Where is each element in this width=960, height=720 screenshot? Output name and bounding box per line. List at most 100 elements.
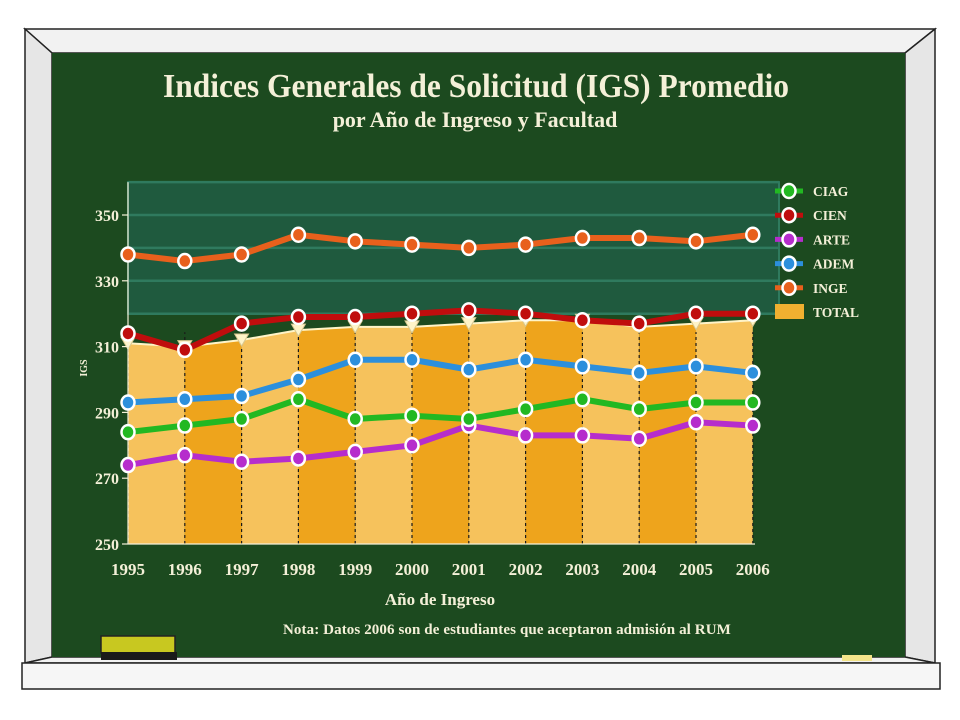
data-point-cien [461, 302, 477, 319]
data-point-arte [290, 450, 307, 467]
frame-top [23, 28, 938, 54]
y-tick-label: 290 [95, 405, 119, 422]
y-tick-label: 310 [95, 340, 119, 357]
data-point-adem [574, 358, 591, 375]
total-area-segment [525, 320, 583, 544]
data-point-adem [631, 364, 647, 382]
legend-marker-adem [781, 255, 797, 272]
data-point-arte [688, 414, 704, 431]
y-tick-label: 350 [95, 208, 119, 225]
data-point-ciag [631, 400, 647, 418]
data-point-inge [404, 236, 420, 253]
legend-marker-cien [781, 206, 797, 224]
data-point-cien [290, 308, 307, 326]
total-area-segment [639, 323, 696, 544]
data-point-ciag [347, 410, 363, 428]
data-point-cien [574, 312, 591, 329]
data-point-ciag [233, 410, 250, 428]
data-point-cien [688, 305, 704, 322]
data-point-cien [631, 315, 647, 332]
legend-label-total: TOTAL [813, 305, 859, 320]
total-area-segment [696, 320, 753, 544]
total-area-segment [355, 326, 412, 544]
data-point-arte [631, 430, 647, 447]
eraser-base [101, 652, 177, 660]
x-tick-label: 1999 [338, 560, 372, 579]
data-point-inge [688, 233, 704, 250]
data-point-adem [177, 390, 193, 408]
x-axis-label: Año de Ingreso [385, 590, 495, 609]
legend-label-cien: CIEN [813, 208, 847, 223]
data-point-ciag [461, 410, 477, 428]
data-point-inge [177, 252, 193, 270]
series-line-total [127, 319, 753, 348]
x-tick-label: 1998 [281, 560, 315, 579]
legend-marker-inge [781, 279, 797, 297]
data-point-cien [120, 325, 136, 342]
chart-subtitle: por Año de Ingreso y Facultad [333, 107, 618, 132]
data-point-arte [517, 427, 534, 444]
data-point-inge [120, 246, 136, 263]
total-area-segment [298, 326, 356, 544]
x-tick-label: 2002 [509, 560, 543, 579]
series-line-cien [127, 307, 753, 353]
data-point-inge [745, 226, 761, 243]
data-point-cien [517, 305, 534, 322]
total-area-segment [184, 340, 242, 544]
data-point-cien [347, 308, 363, 326]
data-point-inge [574, 229, 591, 247]
data-point-arte [233, 453, 250, 470]
data-point-adem [347, 351, 363, 369]
chalk-piece [842, 655, 872, 661]
data-point-adem [120, 394, 136, 411]
legend-marker-ciag [781, 182, 797, 200]
data-point-arte [177, 446, 193, 464]
legend: CIAG CIEN ARTE ADEM INGE TOTAL [775, 182, 859, 320]
data-point-cien [177, 341, 193, 359]
legend-label-adem: ADEM [813, 257, 855, 272]
data-point-ciag [574, 390, 591, 408]
total-area-segment [241, 330, 299, 544]
x-tick-label: 2003 [565, 560, 599, 579]
total-area-segment [582, 320, 640, 544]
data-point-adem [290, 371, 307, 388]
legend-marker-arte [781, 231, 797, 248]
legend-label-inge: INGE [813, 281, 848, 296]
total-area-segment [128, 343, 185, 544]
data-point-adem [233, 387, 250, 405]
y-tick-label: 330 [95, 274, 119, 291]
x-tick-label: 1996 [168, 560, 202, 579]
x-tick-label: 2001 [452, 560, 486, 579]
data-point-arte [574, 427, 591, 444]
series-line-inge [127, 231, 754, 265]
data-point-adem [517, 351, 534, 369]
data-point-inge [290, 226, 307, 243]
data-point-cien [404, 305, 420, 322]
x-tick-label: 2006 [736, 560, 770, 579]
data-point-ciag [290, 390, 307, 408]
frame-right [904, 27, 936, 664]
data-point-ciag [745, 394, 761, 411]
data-point-cien [745, 305, 761, 322]
data-point-arte [120, 456, 136, 474]
data-point-total [233, 333, 250, 348]
data-point-arte [347, 443, 363, 461]
series-line-adem [127, 356, 754, 406]
chart-title: Indices Generales de Solicitud (IGS) Pro… [163, 68, 789, 105]
legend-swatch-total [775, 304, 804, 319]
data-point-ciag [517, 400, 534, 418]
data-point-inge [517, 236, 534, 253]
data-point-adem [404, 351, 420, 369]
series-line-arte [127, 419, 753, 468]
data-point-ciag [688, 394, 704, 411]
x-tick-label: 2005 [679, 560, 713, 579]
legend-label-arte: ARTE [813, 232, 850, 247]
data-point-adem [688, 358, 704, 375]
legend-label-ciag: CIAG [813, 184, 849, 199]
data-point-inge [461, 239, 477, 257]
x-tick-label: 1995 [111, 560, 145, 579]
x-tick-label: 1997 [225, 560, 260, 579]
data-point-inge [347, 233, 363, 250]
y-tick-label: 250 [95, 537, 119, 554]
